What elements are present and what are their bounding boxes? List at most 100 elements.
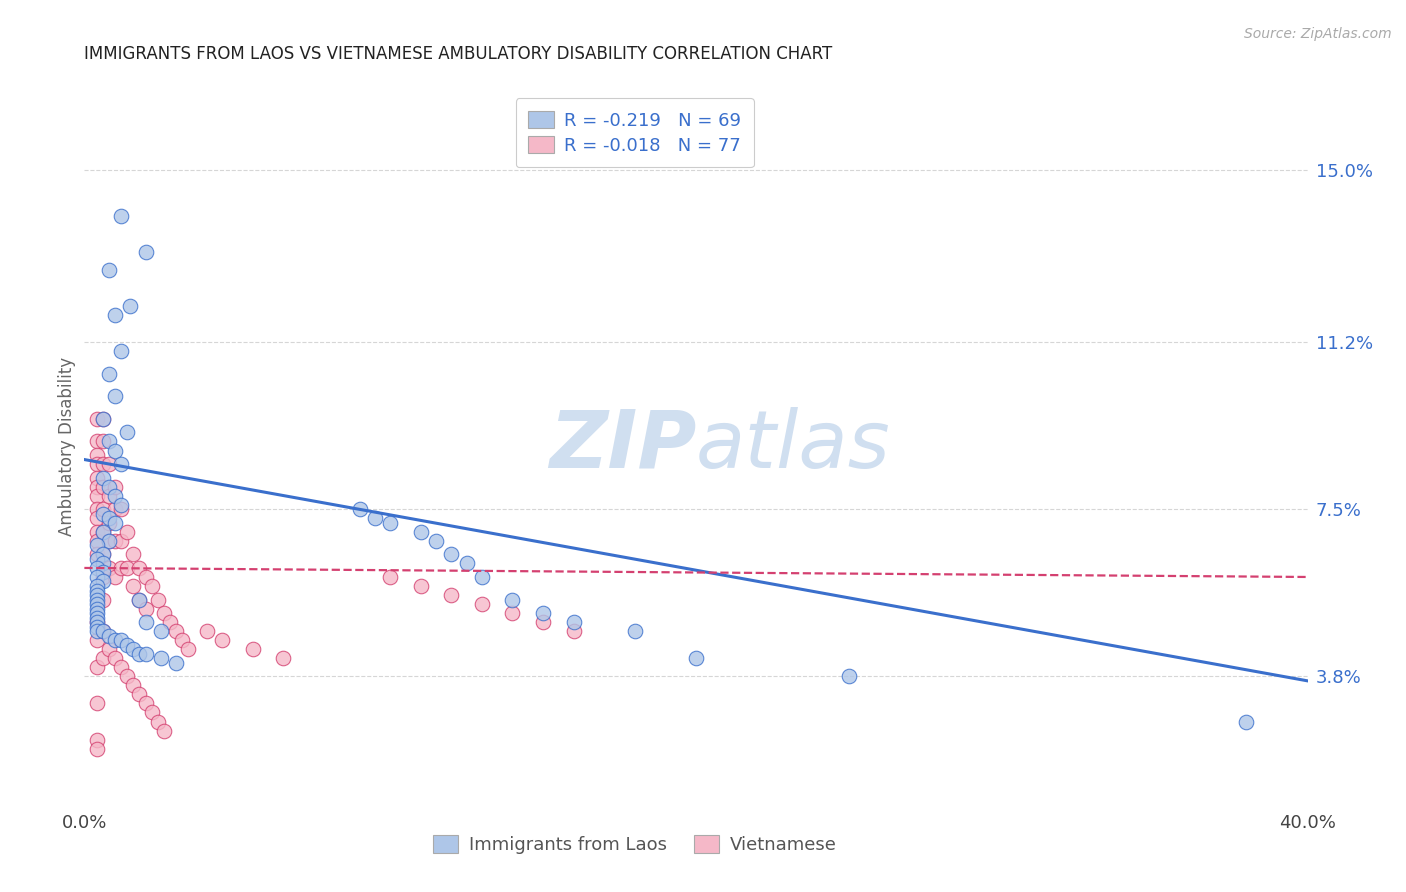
Point	[110, 533, 132, 548]
Point	[86, 434, 108, 449]
Text: Source: ZipAtlas.com: Source: ZipAtlas.com	[1244, 27, 1392, 41]
Point	[211, 633, 233, 648]
Point	[149, 624, 172, 639]
Point	[86, 448, 108, 462]
Point	[135, 570, 157, 584]
Point	[86, 533, 108, 548]
Point	[624, 624, 647, 639]
Point	[471, 570, 494, 584]
Point	[104, 502, 127, 516]
Point	[86, 610, 108, 624]
Point	[471, 597, 494, 611]
Point	[104, 389, 127, 403]
Point	[91, 624, 114, 639]
Point	[135, 601, 157, 615]
Point	[86, 538, 108, 552]
Point	[86, 597, 108, 611]
Point	[110, 502, 132, 516]
Point	[135, 244, 157, 259]
Point	[91, 548, 114, 562]
Point	[86, 624, 108, 639]
Point	[86, 697, 108, 711]
Text: atlas: atlas	[696, 407, 891, 485]
Point	[91, 480, 114, 494]
Point	[135, 647, 157, 661]
Point	[195, 624, 218, 639]
Point	[86, 592, 108, 607]
Point	[86, 470, 108, 484]
Point	[86, 502, 108, 516]
Point	[502, 592, 524, 607]
Point	[562, 624, 585, 639]
Point	[440, 548, 463, 562]
Point	[97, 457, 120, 471]
Point	[456, 557, 478, 571]
Point	[86, 606, 108, 620]
Point	[86, 511, 108, 525]
Point	[91, 592, 114, 607]
Point	[159, 615, 181, 629]
Point	[97, 642, 120, 657]
Point	[115, 561, 138, 575]
Point	[86, 601, 108, 615]
Point	[97, 511, 120, 525]
Point	[86, 588, 108, 602]
Point	[86, 615, 108, 629]
Point	[91, 624, 114, 639]
Point	[110, 344, 132, 359]
Point	[110, 633, 132, 648]
Point	[86, 457, 108, 471]
Point	[91, 566, 114, 580]
Point	[86, 524, 108, 539]
Point	[177, 642, 200, 657]
Point	[104, 516, 127, 530]
Point	[146, 592, 169, 607]
Point	[91, 502, 114, 516]
Point	[91, 548, 114, 562]
Point	[122, 678, 145, 692]
Text: IMMIGRANTS FROM LAOS VS VIETNAMESE AMBULATORY DISABILITY CORRELATION CHART: IMMIGRANTS FROM LAOS VS VIETNAMESE AMBUL…	[84, 45, 832, 62]
Point	[97, 489, 120, 503]
Point	[97, 367, 120, 381]
Point	[502, 606, 524, 620]
Point	[165, 624, 187, 639]
Point	[86, 489, 108, 503]
Point	[86, 583, 108, 598]
Point	[531, 615, 554, 629]
Point	[110, 457, 132, 471]
Point	[440, 588, 463, 602]
Point	[86, 615, 108, 629]
Point	[1236, 714, 1258, 729]
Point	[685, 651, 707, 665]
Point	[91, 524, 114, 539]
Point	[364, 511, 387, 525]
Point	[128, 647, 150, 661]
Point	[86, 570, 108, 584]
Point	[86, 741, 108, 756]
Point	[104, 308, 127, 322]
Point	[141, 579, 163, 593]
Point	[128, 687, 150, 701]
Point	[409, 524, 432, 539]
Legend: Immigrants from Laos, Vietnamese: Immigrants from Laos, Vietnamese	[422, 825, 848, 865]
Point	[86, 548, 108, 562]
Point	[115, 638, 138, 652]
Point	[86, 412, 108, 426]
Point	[110, 209, 132, 223]
Point	[91, 574, 114, 589]
Point	[128, 561, 150, 575]
Point	[97, 533, 120, 548]
Point	[115, 669, 138, 683]
Point	[110, 660, 132, 674]
Point	[97, 516, 120, 530]
Point	[153, 606, 176, 620]
Point	[149, 651, 172, 665]
Point	[86, 579, 108, 593]
Point	[242, 642, 264, 657]
Point	[110, 561, 132, 575]
Point	[91, 412, 114, 426]
Text: ZIP: ZIP	[548, 407, 696, 485]
Point	[91, 434, 114, 449]
Point	[122, 579, 145, 593]
Point	[122, 642, 145, 657]
